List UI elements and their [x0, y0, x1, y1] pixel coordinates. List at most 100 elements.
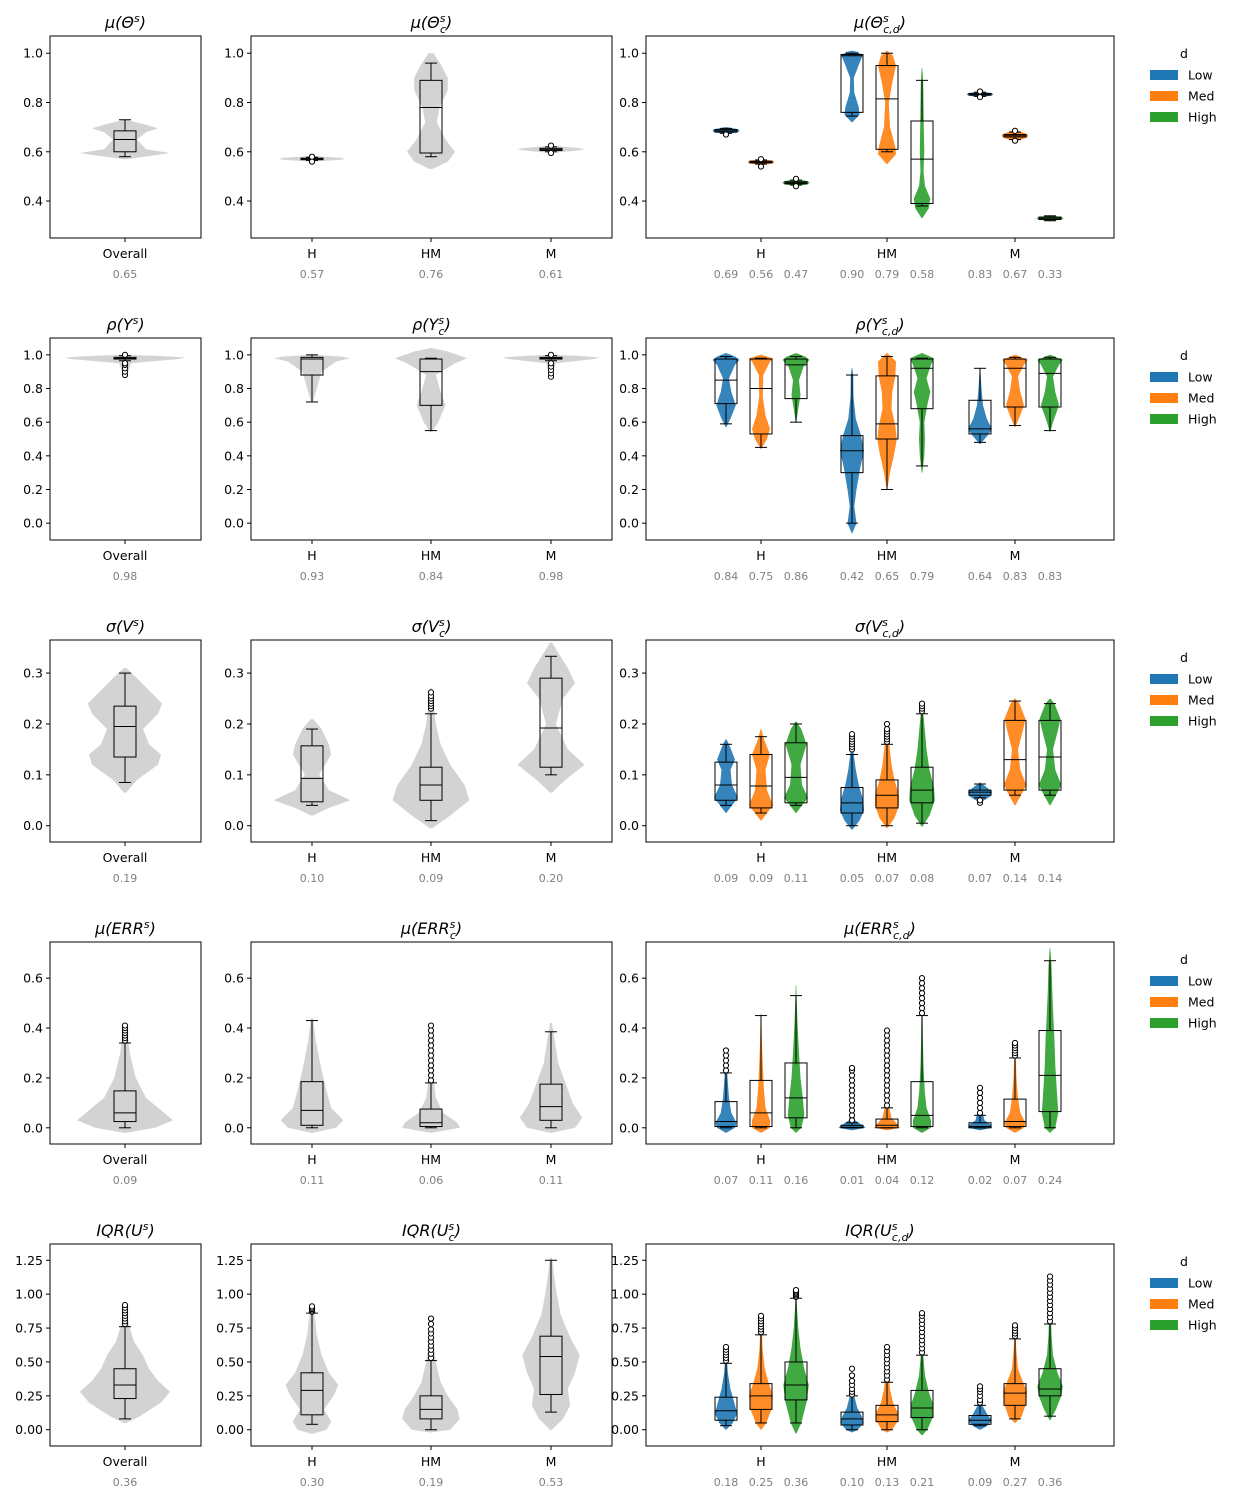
flier-point: [427, 1022, 435, 1029]
violin-M-High: 0.83: [1037, 354, 1063, 583]
mean-label: 0.30: [300, 1476, 325, 1489]
legend-label: High: [1188, 1016, 1217, 1031]
flier-point: [792, 1286, 800, 1294]
legend-label: Med: [1188, 1297, 1214, 1312]
violin-HM-Low: 0.90: [840, 50, 864, 281]
violin-M: 0.11: [519, 1023, 583, 1187]
iqr-box: [784, 1361, 808, 1401]
legend-label: Low: [1188, 68, 1213, 83]
mean-label: 0.09: [419, 872, 444, 885]
iqr-box: [784, 1062, 808, 1119]
x-tick-label: M: [546, 246, 557, 261]
mean-label: 0.61: [539, 268, 564, 281]
mean-label: 0.09: [113, 1174, 138, 1187]
violin-H: 0.11: [280, 1018, 344, 1187]
y-tick-label: 0.0: [23, 516, 43, 531]
y-tick-label: 0.4: [224, 448, 244, 463]
panel-1-overall: 0.0 0.2 0.4 0.6 0.8 1.0 ρ(Ys) 0.98 Overall: [23, 314, 202, 583]
violin-M: 0.61: [517, 142, 585, 281]
mean-label: 0.19: [113, 872, 138, 885]
flier-point: [976, 1109, 984, 1116]
x-tick-label: H: [307, 1152, 316, 1167]
y-tick-label: 0.4: [619, 1021, 639, 1036]
x-tick-label: Overall: [103, 1152, 148, 1167]
y-tick-label: 0.50: [216, 1354, 244, 1369]
flier-point: [757, 163, 765, 170]
legend-label: Med: [1188, 995, 1214, 1010]
mean-label: 0.65: [113, 268, 138, 281]
flier-point: [883, 720, 891, 728]
flier-point: [722, 131, 730, 138]
y-tick-label: 0.3: [224, 666, 244, 681]
y-tick-label: 1.00: [611, 1287, 639, 1302]
y-tick-label: 1.00: [216, 1287, 244, 1302]
y-tick-label: 1.0: [23, 347, 43, 362]
y-tick-label: 0.2: [23, 482, 43, 497]
x-tick-label: H: [756, 548, 765, 563]
flier-point: [976, 1383, 984, 1390]
legend-label: Low: [1188, 1276, 1213, 1291]
flier-point: [976, 93, 984, 101]
flier-point: [722, 1052, 730, 1059]
panel-title: μ(ERRs): [94, 918, 156, 938]
violin-H-High: 0.47: [782, 175, 810, 281]
violin-M-Low: 0.07: [968, 782, 992, 885]
y-tick-label: 0.2: [619, 1070, 639, 1085]
violin-HM-Low: 0.05: [840, 731, 864, 885]
y-tick-label: 0.0: [23, 1120, 43, 1135]
iqr-box: [1038, 1368, 1062, 1397]
violin-body: [878, 50, 896, 165]
violin-HM-Med: 0.13: [875, 1343, 899, 1489]
violin-HM-Med: 0.79: [875, 50, 899, 281]
y-tick-label: 0.25: [611, 1388, 639, 1403]
legend-swatch: [1150, 91, 1178, 101]
flier-point: [976, 797, 984, 804]
y-tick-label: 0.4: [619, 448, 639, 463]
violin-H-High: 0.16: [784, 985, 808, 1187]
violin-H: 0.10: [273, 718, 351, 885]
flier-point: [918, 1009, 926, 1017]
flier-point: [427, 1062, 435, 1069]
y-tick-label: 1.0: [23, 46, 43, 61]
x-tick-label: HM: [877, 1454, 897, 1469]
y-tick-label: 0.00: [611, 1422, 639, 1437]
flier-point: [308, 158, 316, 165]
flier-point: [883, 1087, 891, 1094]
violin-H-High: 0.36: [783, 1286, 809, 1489]
flier-point: [722, 1062, 730, 1069]
flier-point: [883, 1042, 891, 1049]
flier-point: [427, 1315, 435, 1322]
iqr-box: [1003, 1098, 1027, 1128]
violin-body: [784, 721, 808, 813]
violin-M-Low: 0.83: [966, 88, 994, 281]
flier-point: [848, 1107, 856, 1114]
violin-body: [877, 353, 897, 490]
x-tick-label: M: [546, 548, 557, 563]
iqr-box: [840, 787, 864, 814]
flier-point: [427, 1052, 435, 1059]
violin-H-Med: 0.09: [749, 729, 773, 885]
legend-swatch: [1150, 70, 1178, 80]
flier-point: [883, 725, 891, 733]
iqr-box: [714, 1101, 738, 1128]
plot-frame: [645, 1243, 1115, 1447]
flier-point: [427, 1032, 435, 1039]
x-tick-label: HM: [877, 548, 897, 563]
y-tick-label: 0.0: [619, 1120, 639, 1135]
violin-M-Low: 0.02: [968, 1084, 992, 1187]
flier-point: [427, 1037, 435, 1044]
flier-point: [547, 351, 555, 358]
iqr-box: [968, 789, 992, 796]
y-tick-label: 0.2: [224, 716, 244, 731]
y-tick-label: 0.25: [15, 1388, 43, 1403]
violin-M-Med: 0.83: [1002, 354, 1028, 583]
violin-Overall: 0.19: [87, 668, 163, 885]
violin-body: [1037, 354, 1063, 433]
mean-label: 0.67: [1003, 268, 1028, 281]
violin-M: 0.20: [517, 642, 585, 885]
iqr-box: [1038, 358, 1062, 408]
flier-point: [848, 1064, 856, 1072]
violin-body: [913, 68, 931, 219]
mean-label: 0.07: [875, 872, 900, 885]
